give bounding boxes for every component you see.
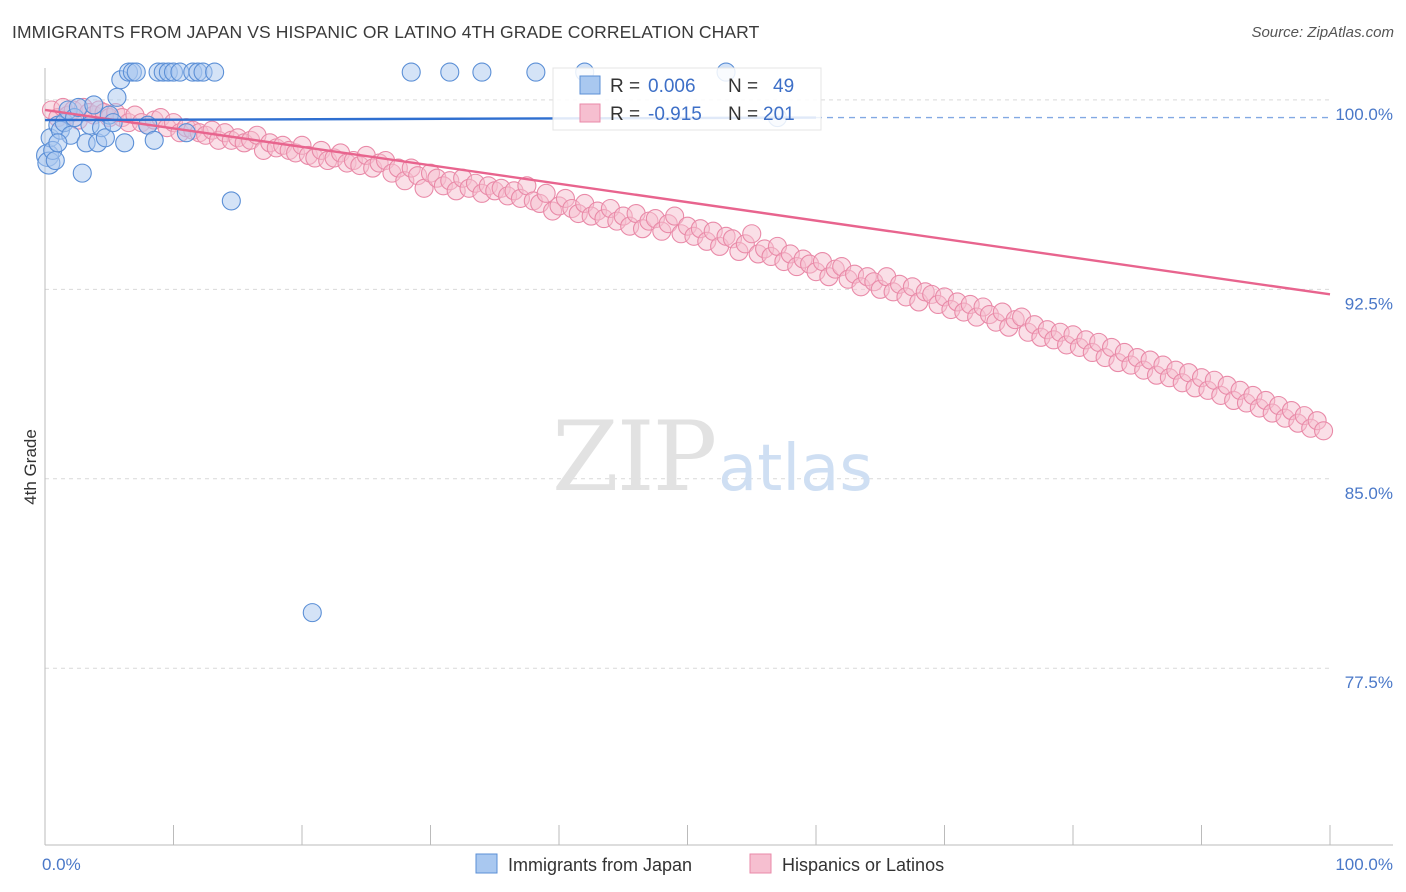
grid-layer: [45, 99, 1330, 669]
stats-r-value-pink: -0.915: [648, 104, 702, 125]
blue-point: [45, 150, 65, 171]
watermark-atlas: atlas: [718, 432, 873, 506]
legend-label-hispanic: Hispanics or Latinos: [782, 855, 944, 875]
blue-point: [472, 62, 492, 82]
x-tick-label: 100.0%: [1335, 855, 1393, 874]
y-axis-label: 4th Grade: [21, 429, 40, 505]
chart-title: IMMIGRANTS FROM JAPAN VS HISPANIC OR LAT…: [12, 22, 760, 42]
watermark-zip: ZIP: [552, 401, 715, 513]
chart-source: Source: ZipAtlas.com: [1251, 24, 1394, 41]
stats-n-value-blue: 49: [773, 76, 794, 97]
blue-point: [176, 123, 196, 143]
watermark: ZIP atlas: [552, 401, 873, 513]
pink-point: [665, 206, 685, 226]
y-tick-label: 85.0%: [1345, 484, 1393, 503]
stats-r-label-pink: R =: [610, 104, 640, 125]
blue-point: [84, 95, 104, 115]
stats-n-label-blue: N =: [728, 76, 758, 97]
legend-label-japan: Immigrants from Japan: [508, 855, 692, 875]
stats-n-label-pink: N =: [728, 104, 758, 125]
blue-point: [95, 128, 115, 148]
stats-box: R = 0.006 N = 49 R = -0.915 N = 201: [552, 67, 822, 131]
legend: Immigrants from Japan Hispanics or Latin…: [475, 853, 944, 875]
blue-point: [526, 62, 546, 82]
hispanic-trend-line: [44, 108, 1331, 296]
y-tick-label: 100.0%: [1335, 105, 1393, 124]
pink-points: [41, 97, 1334, 441]
stats-n-value-pink: 201: [763, 104, 795, 125]
axis-layer: 100.0% 92.5% 85.0% 77.5% 0.0% 100.0%: [42, 68, 1393, 874]
blue-point: [302, 603, 322, 623]
blue-point: [401, 62, 421, 82]
stats-swatch-pink: [579, 103, 601, 123]
blue-point: [205, 62, 225, 82]
blue-point: [440, 62, 460, 82]
blue-point: [48, 133, 68, 153]
stats-swatch-blue: [579, 75, 601, 95]
pink-point: [1314, 421, 1334, 441]
blue-points: [36, 62, 788, 623]
blue-point: [115, 133, 135, 153]
x-tick-label: 0.0%: [42, 855, 81, 874]
blue-point: [103, 113, 123, 133]
pink-point: [742, 224, 762, 244]
stats-r-label-blue: R =: [610, 76, 640, 97]
y-tick-label: 92.5%: [1345, 294, 1393, 313]
legend-swatch-japan: [475, 853, 498, 874]
blue-point: [107, 87, 127, 107]
blue-point: [221, 191, 241, 211]
y-tick-label: 77.5%: [1345, 673, 1393, 692]
blue-point: [72, 163, 92, 183]
legend-swatch-hispanic: [749, 853, 772, 874]
pink-point: [536, 183, 556, 203]
stats-r-value-blue: 0.006: [648, 76, 696, 97]
blue-point: [144, 130, 164, 150]
blue-point: [126, 62, 146, 82]
